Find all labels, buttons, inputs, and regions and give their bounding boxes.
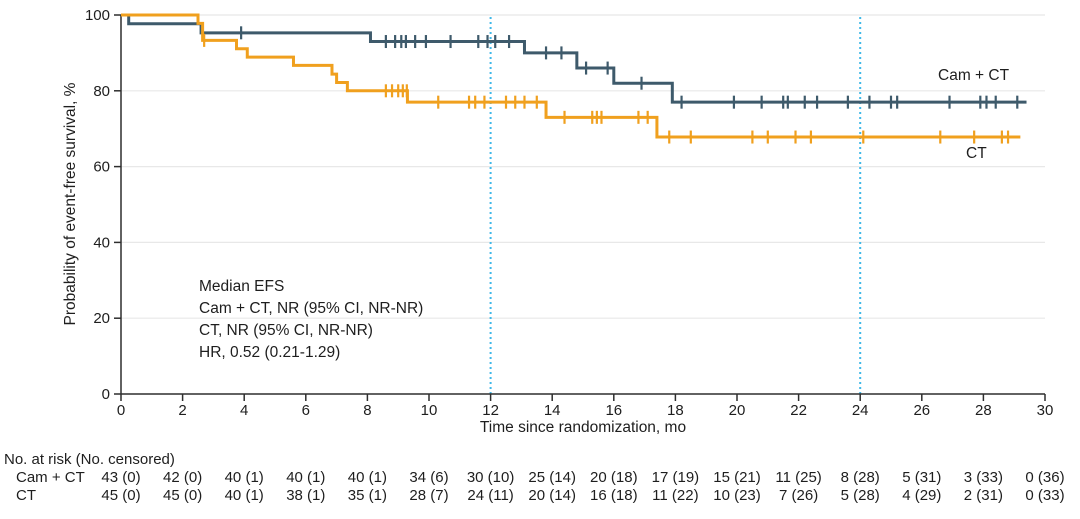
x-axis-title: Time since randomization, mo	[479, 419, 687, 436]
x-tick-label: 2	[178, 402, 186, 419]
risk-cell: 25 (14)	[528, 469, 576, 486]
risk-cell: 11 (25)	[775, 469, 822, 486]
x-tick-label: 4	[240, 402, 248, 419]
risk-cell: 0 (36)	[1025, 469, 1065, 486]
risk-cell: 45 (0)	[101, 487, 141, 504]
risk-cell: 43 (0)	[101, 469, 141, 486]
risk-cell: 40 (1)	[224, 487, 264, 504]
x-tick-label: 0	[117, 402, 125, 419]
risk-cell: 42 (0)	[163, 469, 203, 486]
x-tick-label: 26	[913, 402, 930, 419]
risk-cell: 15 (21)	[713, 469, 761, 486]
risk-cell: 5 (31)	[902, 469, 942, 486]
series-label-ct: CT	[966, 145, 987, 162]
x-tick-label: 16	[605, 402, 622, 419]
y-axis-title: Probability of event-free survival, %	[62, 82, 79, 326]
y-tick-label: 100	[85, 7, 110, 24]
annotation-line-camct: Cam + CT, NR (95% CI, NR-NR)	[199, 300, 424, 317]
risk-cell: 35 (1)	[347, 487, 387, 504]
y-tick-label: 60	[93, 159, 110, 176]
risk-cell: 10 (23)	[713, 487, 761, 504]
risk-cell: 40 (1)	[286, 469, 326, 486]
risk-cell: 34 (6)	[409, 469, 449, 486]
x-tick-label: 14	[544, 402, 561, 419]
annotation-line-median: Median EFS	[199, 278, 285, 295]
x-tick-label: 6	[302, 402, 310, 419]
risk-cell: 4 (29)	[902, 487, 942, 504]
risk-cell: 20 (18)	[590, 469, 638, 486]
risk-row-label: Cam + CT	[16, 469, 85, 486]
risk-table-row: CT 45 (0) 45 (0) 40 (1) 38 (1) 35 (1) 28 (7) 24…	[0, 487, 1080, 505]
risk-cell: 3 (33)	[963, 469, 1003, 486]
survival-curve-camct	[121, 13, 1027, 104]
y-tick-label: 80	[93, 83, 110, 100]
risk-table-row: Cam + CT 43 (0) 42 (0) 40 (1) 40 (1) 40 (1) 34…	[0, 469, 1080, 487]
x-tick-label: 22	[790, 402, 807, 419]
risk-cell: 0 (33)	[1025, 487, 1065, 504]
risk-row-label: CT	[16, 487, 36, 504]
risk-cell: 7 (26)	[779, 487, 819, 504]
risk-cell: 24 (11)	[467, 487, 514, 504]
x-tick-label: 8	[363, 402, 371, 419]
x-tick-label: 24	[852, 402, 869, 419]
x-tick-label: 10	[421, 402, 438, 419]
risk-cell: 8 (28)	[840, 469, 880, 486]
risk-table-header: No. at risk (No. censored)	[4, 451, 175, 468]
risk-cell: 2 (31)	[963, 487, 1003, 504]
risk-cell: 17 (19)	[651, 469, 700, 486]
risk-cell: 20 (14)	[528, 487, 576, 504]
risk-cell: 11 (22)	[652, 487, 699, 504]
median-efs-annotation: Median EFS Cam + CT, NR (95% CI, NR-NR) …	[199, 276, 423, 364]
x-tick-label: 20	[729, 402, 746, 419]
risk-cell: 5 (28)	[840, 487, 880, 504]
y-tick-label: 20	[93, 310, 110, 327]
risk-cell: 45 (0)	[163, 487, 203, 504]
x-tick-label: 18	[667, 402, 684, 419]
risk-cell: 40 (1)	[224, 469, 264, 486]
y-tick-label: 0	[102, 386, 110, 403]
annotation-line-ct: CT, NR (95% CI, NR-NR)	[199, 322, 373, 339]
risk-cell: 40 (1)	[347, 469, 387, 486]
x-tick-label: 12	[482, 402, 499, 419]
y-tick-label: 40	[93, 234, 110, 251]
x-tick-label: 30	[1037, 402, 1054, 419]
x-tick-label: 28	[975, 402, 992, 419]
annotation-line-hr: HR, 0.52 (0.21-1.29)	[199, 344, 341, 361]
risk-cell: 30 (10)	[466, 469, 515, 486]
survival-curve-ct	[121, 13, 1021, 139]
series-label-cam-ct: Cam + CT	[938, 67, 1010, 84]
risk-cell: 28 (7)	[409, 487, 449, 504]
risk-cell: 38 (1)	[286, 487, 326, 504]
risk-cell: 16 (18)	[590, 487, 638, 504]
